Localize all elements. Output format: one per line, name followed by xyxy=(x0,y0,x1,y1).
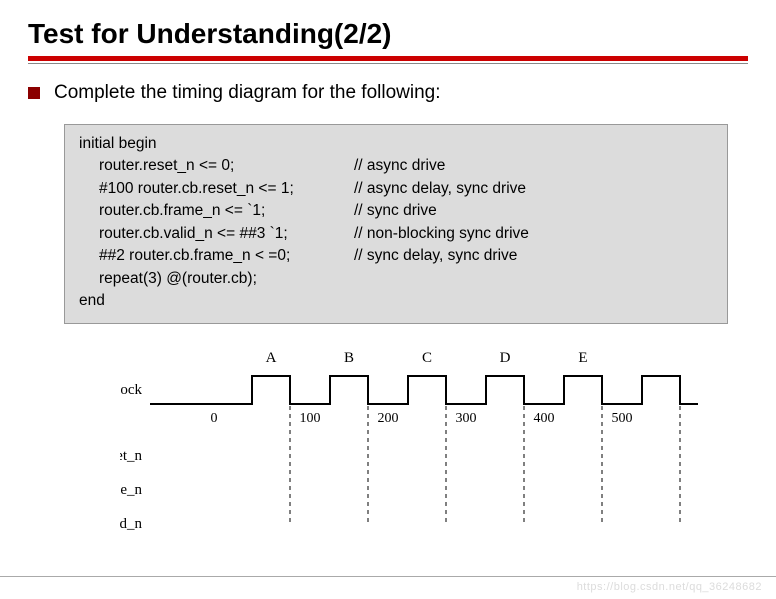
code-comment: // sync drive xyxy=(354,200,437,222)
svg-text:100: 100 xyxy=(300,411,321,426)
subtitle-text: Complete the timing diagram for the foll… xyxy=(54,82,441,104)
svg-text:clock: clock xyxy=(120,382,142,398)
code-line: end xyxy=(79,290,105,312)
bullet-square xyxy=(28,87,40,99)
svg-text:B: B xyxy=(344,350,354,366)
code-block: initial begin router.reset_n <= 0;// asy… xyxy=(64,124,728,324)
code-line: router.reset_n <= 0; xyxy=(99,155,354,177)
code-comment: // async delay, sync drive xyxy=(354,178,526,200)
svg-text:reset_n: reset_n xyxy=(120,448,142,464)
title-underline-thin xyxy=(28,63,748,64)
code-line: repeat(3) @(router.cb); xyxy=(99,268,257,290)
svg-text:A: A xyxy=(266,350,277,366)
svg-text:200: 200 xyxy=(378,411,399,426)
svg-text:E: E xyxy=(578,350,587,366)
svg-text:D: D xyxy=(500,350,511,366)
svg-text:0: 0 xyxy=(211,411,218,426)
code-line: initial begin xyxy=(79,133,157,155)
bottom-rule xyxy=(0,576,776,577)
title-underline xyxy=(28,56,748,61)
watermark-text: https://blog.csdn.net/qq_36248682 xyxy=(577,581,762,593)
code-line: #100 router.cb.reset_n <= 1; xyxy=(99,178,354,200)
svg-text:400: 400 xyxy=(534,411,555,426)
timing-diagram: A B C D E 0 100 200 300 400 500 clock reset_n frame_n… xyxy=(120,346,700,536)
code-comment: // sync delay, sync drive xyxy=(354,245,517,267)
svg-text:frame_n: frame_n xyxy=(120,482,142,498)
svg-text:C: C xyxy=(422,350,432,366)
svg-text:500: 500 xyxy=(612,411,633,426)
code-comment: // async drive xyxy=(354,155,445,177)
code-line: ##2 router.cb.frame_n < =0; xyxy=(99,245,354,267)
code-comment: // non-blocking sync drive xyxy=(354,223,529,245)
code-line: router.cb.valid_n <= ##3 `1; xyxy=(99,223,354,245)
timing-svg: A B C D E 0 100 200 300 400 500 clock reset_n frame_n… xyxy=(120,346,700,536)
slide-title: Test for Understanding(2/2) xyxy=(28,18,748,50)
code-line: router.cb.frame_n <= `1; xyxy=(99,200,354,222)
svg-text:300: 300 xyxy=(456,411,477,426)
svg-text:valid_n: valid_n xyxy=(120,516,142,532)
